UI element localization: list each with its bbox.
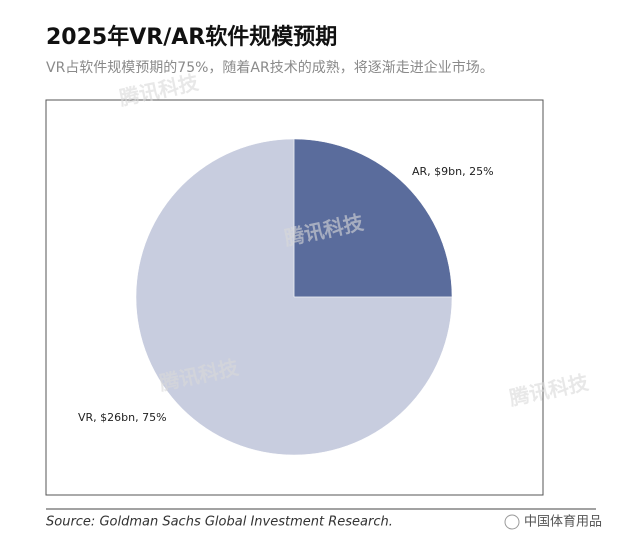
source: Source: Goldman Sachs Global Investment … bbox=[46, 515, 393, 530]
footer-brand: 中国体育用品 bbox=[524, 514, 602, 530]
pie bbox=[135, 138, 453, 456]
chart-title: 2025年VR/AR软件规模预期 bbox=[46, 24, 337, 50]
chart-subtitle: VR占软件规模预期的75%，随着AR技术的成熟，将逐渐走进企业市场。 bbox=[46, 59, 494, 76]
pie-slice bbox=[293, 138, 453, 298]
data-label: VR, $26bn, 75% bbox=[78, 411, 167, 424]
data-label: AR, $9bn, 25% bbox=[412, 165, 494, 178]
plot-frame bbox=[45, 99, 544, 496]
brand-icon bbox=[504, 514, 520, 530]
pie-slice bbox=[135, 138, 453, 456]
